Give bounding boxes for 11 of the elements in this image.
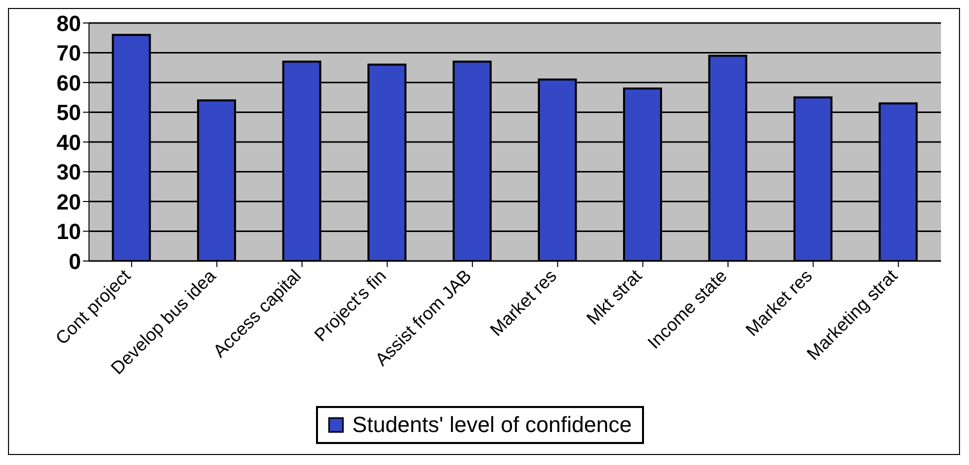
y-tick-label: 20 xyxy=(56,189,81,214)
y-tick-label: 80 xyxy=(56,10,81,36)
y-tick-label: 30 xyxy=(56,160,81,185)
y-tick-label: 70 xyxy=(56,40,81,66)
y-tick-label: 50 xyxy=(56,100,81,126)
y-tick-label: 60 xyxy=(56,70,81,96)
x-tick-label: Mkt strat xyxy=(582,266,646,329)
y-tick-label: 40 xyxy=(56,130,81,155)
y-tick-label: 10 xyxy=(56,219,81,244)
legend-label: Students' level of confidence xyxy=(351,412,632,438)
y-tick-label: 0 xyxy=(68,248,81,274)
